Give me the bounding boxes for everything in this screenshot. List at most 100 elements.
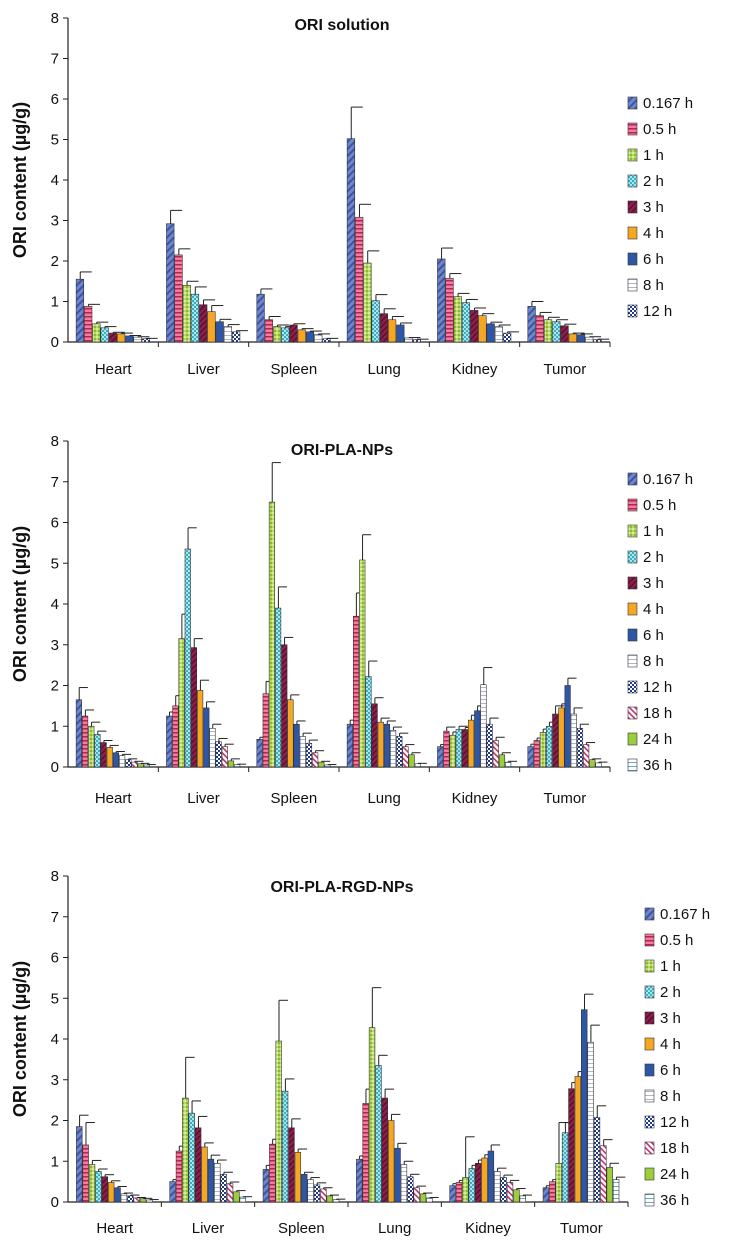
bar [199, 304, 208, 343]
bar [232, 331, 241, 343]
legend-swatch [627, 758, 638, 772]
x-category-label: Heart [96, 1220, 134, 1237]
legend-label: 0.5 h [643, 497, 676, 514]
legend: 0.167 h 0.5 h 1 h 2 h 3 h 4 h 6 h 8 h 12 h [627, 95, 693, 320]
legend: 0.167 h 0.5 h 1 h 2 h 3 h 4 h 6 h 8 h 12 h 18 h 24… [627, 471, 693, 774]
bar [281, 644, 288, 768]
bar [288, 1127, 295, 1203]
legend-swatch [627, 524, 638, 538]
bar [182, 284, 191, 343]
bar [299, 736, 306, 768]
y-tick-label: 7 [51, 51, 59, 68]
bar [82, 1144, 89, 1203]
bar [227, 760, 235, 768]
legend-label: 2 h [660, 984, 681, 1001]
bar [107, 1182, 115, 1203]
y-tick-label: 4 [51, 172, 59, 189]
bar [468, 719, 475, 768]
bar [221, 746, 228, 768]
bar [474, 1162, 482, 1203]
legend-label: 1 h [643, 523, 664, 540]
x-category-label: Spleen [270, 361, 317, 378]
bar [560, 325, 569, 343]
legend-label: 4 h [643, 601, 664, 618]
bar [88, 1164, 96, 1203]
bar [305, 331, 315, 343]
bar [320, 1188, 327, 1203]
bar [75, 699, 83, 768]
legend-label: 6 h [643, 627, 664, 644]
y-tick-label: 7 [51, 909, 59, 926]
bar [589, 759, 596, 768]
y-tick-label: 3 [51, 213, 59, 230]
bar [481, 1157, 488, 1203]
legend-swatch [627, 680, 638, 694]
legend-label: 24 h [643, 731, 672, 748]
bar [318, 761, 325, 768]
y-tick-label: 4 [51, 596, 59, 613]
legend-label: 12 h [643, 679, 672, 696]
bar [172, 705, 179, 768]
bar [174, 254, 183, 343]
bar [461, 302, 471, 343]
legend-swatch [627, 278, 638, 292]
bar [402, 746, 409, 768]
bar [281, 327, 290, 343]
bar [287, 699, 294, 768]
legend-label: 3 h [660, 1010, 681, 1027]
legend-swatch [627, 96, 638, 110]
bar [455, 1182, 463, 1203]
bar [445, 278, 454, 343]
bar [375, 1065, 382, 1203]
x-category-label: Spleen [278, 1220, 325, 1237]
bar [268, 501, 276, 768]
x-category-label: Tumor [543, 361, 586, 378]
bar [209, 727, 216, 768]
bar [223, 326, 233, 343]
legend-label: 3 h [643, 575, 664, 592]
legend-swatch [627, 706, 638, 720]
bar [568, 333, 577, 343]
bar [120, 1193, 128, 1203]
x-category-label: Tumor [543, 790, 586, 807]
bar [505, 761, 512, 768]
legend-swatch [627, 304, 638, 318]
bar [549, 1181, 556, 1203]
bar [262, 1169, 270, 1203]
chart-panel-2: ORI-PLA-NPs ORI content (µg/g) 0 1 2 3 4 5 6 7 8 He… [10, 433, 693, 807]
bar [412, 339, 421, 343]
chart-title: ORI-PLA-NPs [291, 442, 393, 459]
bar [272, 326, 282, 343]
y-tick-label: 7 [51, 474, 59, 491]
bar [558, 707, 565, 768]
bar [408, 754, 415, 768]
bar [371, 300, 380, 343]
bar [82, 715, 89, 768]
bar [269, 1143, 276, 1203]
bar [413, 1187, 420, 1203]
legend-label: 8 h [643, 277, 664, 294]
bar [188, 1112, 195, 1203]
bar [449, 1185, 456, 1203]
bar [587, 1041, 594, 1203]
legend-label: 0.5 h [660, 932, 693, 949]
bar [332, 1199, 340, 1203]
chart-panels: ORI solution ORI content (µg/g) 0 1 2 3 4 5 6 7 8 H… [10, 10, 710, 1237]
bar [453, 296, 462, 343]
x-category-label: Liver [192, 1220, 225, 1237]
bar [141, 338, 150, 343]
bar [84, 306, 93, 343]
bar [581, 1009, 588, 1203]
bar [175, 1150, 183, 1203]
bar [371, 703, 378, 768]
y-axis-label: ORI content (µg/g) [10, 102, 30, 258]
y-tick-label: 4 [51, 1031, 59, 1048]
bar [486, 723, 493, 768]
legend-label: 12 h [660, 1114, 689, 1131]
legend-swatch [627, 252, 638, 266]
bar [119, 755, 126, 768]
legend-label: 0.167 h [643, 95, 693, 112]
bar [356, 1158, 363, 1203]
legend-label: 0.167 h [660, 906, 710, 923]
legend-swatch [644, 1193, 655, 1207]
